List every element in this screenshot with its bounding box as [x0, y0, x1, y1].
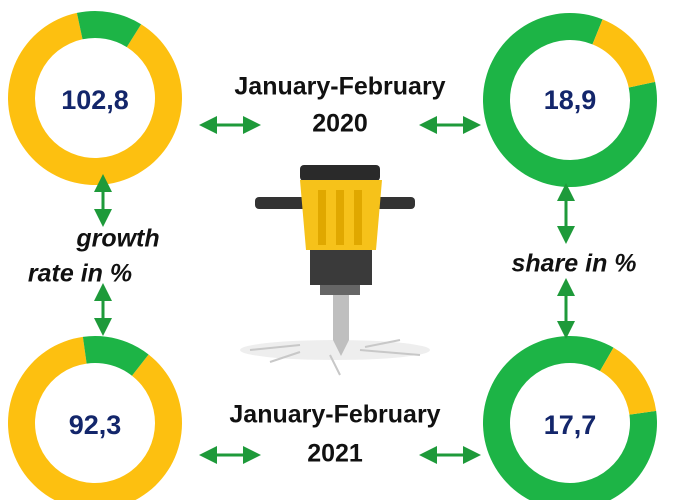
- donut-segment: [82, 336, 149, 376]
- donut-value: 17,7: [544, 410, 597, 440]
- donuts: [8, 10, 657, 500]
- donut-segment: [8, 12, 183, 186]
- donut-value: 92,3: [69, 410, 122, 440]
- donut-value: 102,8: [61, 85, 129, 115]
- arrows: [94, 116, 575, 464]
- donut-segment: [8, 336, 182, 500]
- year-label: 2021: [307, 440, 363, 468]
- donut-segment: [592, 19, 656, 88]
- side-label: rate in %: [28, 260, 132, 288]
- donut-segment: [482, 12, 657, 188]
- donut-segment: [76, 10, 142, 48]
- donut-segment: [600, 347, 657, 415]
- year-label: 2020: [312, 110, 368, 138]
- donut-value: 18,9: [544, 85, 597, 115]
- jackhammer-icon: [240, 165, 430, 376]
- period-label: January-February: [234, 73, 445, 101]
- side-label: growth: [75, 225, 159, 253]
- side-label: share in %: [511, 250, 636, 278]
- donut-segment: [483, 336, 657, 500]
- period-label: January-February: [229, 401, 440, 429]
